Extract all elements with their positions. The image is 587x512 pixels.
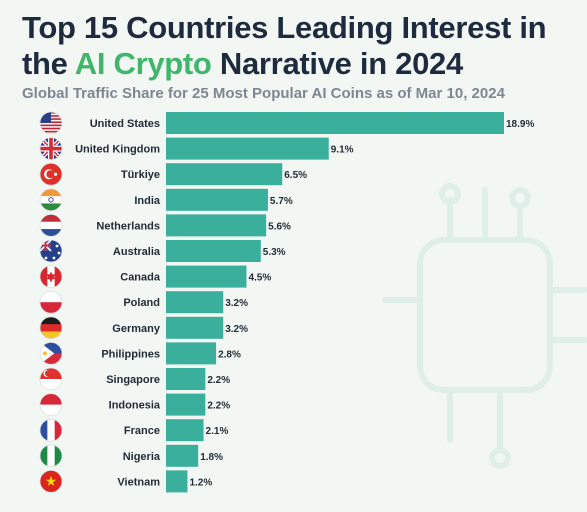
category-label: Indonesia (109, 400, 161, 412)
netherlands-flag-icon (39, 213, 63, 237)
category-label: Germany (112, 323, 161, 335)
category-label: United Kingdom (75, 144, 160, 156)
category-label: Australia (113, 246, 161, 258)
bar (166, 214, 267, 237)
value-label: 3.2% (225, 324, 248, 335)
bar (166, 137, 329, 160)
value-label: 2.8% (218, 349, 241, 360)
title-part-2: Narrative in 2024 (211, 46, 463, 81)
australia-flag-icon (39, 239, 63, 263)
value-label: 4.5% (248, 273, 271, 284)
value-label: 5.6% (268, 221, 291, 232)
category-label: Netherlands (96, 220, 160, 232)
title-part-1: Top 15 Countries Leading Interest in the (22, 10, 547, 81)
us-flag-icon (39, 111, 63, 135)
bar (166, 188, 268, 211)
bar (166, 470, 188, 493)
bar (166, 265, 247, 288)
category-label: India (134, 195, 161, 207)
canada-flag-icon (39, 265, 63, 289)
indonesia-flag-icon (39, 393, 63, 417)
background-circuit-art (382, 183, 587, 469)
chart-subtitle: Global Traffic Share for 25 Most Popular… (22, 85, 505, 102)
bar (166, 112, 504, 134)
germany-flag-icon (39, 316, 63, 340)
philippines-flag-icon (39, 341, 63, 365)
value-label: 2.2% (207, 375, 230, 386)
value-label: 5.3% (263, 247, 286, 258)
value-label: 9.1% (331, 145, 354, 156)
value-label: 1.8% (200, 452, 223, 463)
value-label: 1.2% (189, 477, 212, 488)
bar (166, 368, 206, 390)
singapore-flag-icon (39, 367, 63, 391)
india-flag-icon (39, 188, 63, 212)
nigeria-flag-icon (39, 444, 63, 468)
turkey-flag-icon (39, 162, 63, 186)
title-accent: AI Crypto (74, 46, 212, 81)
category-label: Singapore (106, 374, 160, 386)
category-label: Canada (120, 272, 161, 284)
france-flag-icon (39, 418, 63, 442)
value-label: 18.9% (506, 119, 534, 130)
category-label: Philippines (101, 348, 160, 360)
vietnam-flag-icon (39, 469, 63, 493)
category-label: Nigeria (123, 451, 161, 463)
category-label: Poland (123, 297, 160, 309)
value-label: 6.5% (284, 170, 307, 181)
value-label: 3.2% (225, 298, 248, 309)
bar (166, 163, 283, 186)
chart-title: Top 15 Countries Leading Interest in the… (22, 10, 582, 82)
value-label: 2.2% (207, 401, 230, 412)
value-label: 5.7% (270, 196, 293, 207)
uk-flag-icon (39, 137, 63, 161)
bar (166, 444, 199, 467)
category-label: United States (90, 118, 160, 130)
category-label: Türkiye (121, 169, 160, 181)
bar (166, 291, 224, 314)
poland-flag-icon (39, 290, 63, 314)
bar (166, 240, 261, 262)
bar (166, 342, 217, 365)
bar (166, 419, 204, 442)
category-label: Vietnam (117, 476, 160, 488)
bar (166, 393, 206, 416)
category-label: France (124, 425, 160, 437)
bar (166, 316, 224, 339)
value-label: 2.1% (206, 426, 229, 437)
